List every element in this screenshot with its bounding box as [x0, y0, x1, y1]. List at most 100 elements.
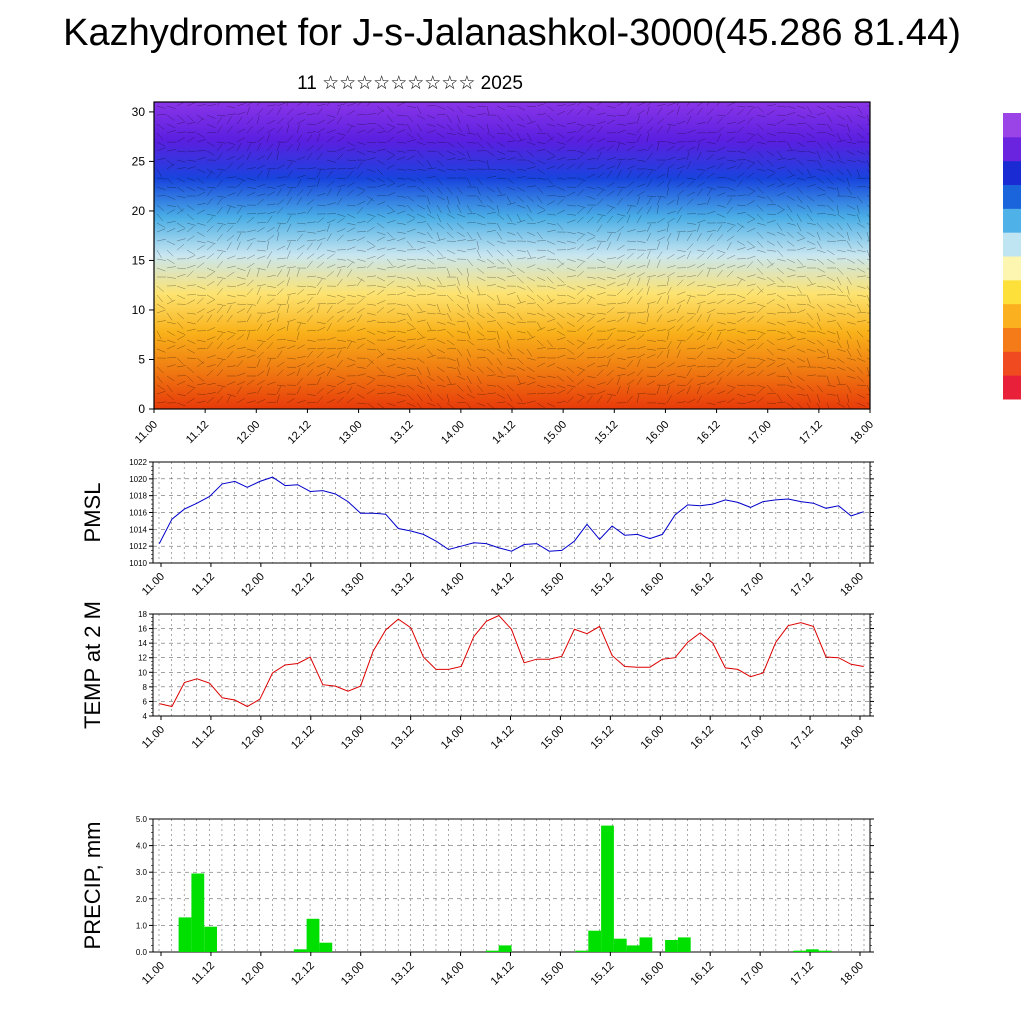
x-tick-label: 12.00: [234, 419, 262, 447]
x-tick-label: 18.00: [838, 960, 866, 988]
wind-barbs: [156, 102, 870, 409]
y-tick-label: 1016: [129, 509, 147, 518]
y-tick-label: 10: [132, 303, 146, 317]
x-tick-label: 15.00: [539, 724, 567, 752]
x-tick-label: 14.00: [439, 960, 467, 988]
x-tick-label: 15.12: [592, 419, 620, 447]
x-tick-label: 17.12: [797, 419, 825, 447]
x-tick-label: 15.12: [589, 571, 617, 599]
colorbar-swatch: [1003, 184, 1021, 209]
y-tick-label: 1022: [129, 458, 147, 467]
y-tick-label: 1012: [129, 542, 147, 551]
x-tick-label: 11.00: [140, 724, 167, 751]
colorbar-swatch: [1003, 303, 1021, 328]
x-tick-label: 14.12: [489, 724, 517, 752]
bar: [793, 950, 806, 952]
x-tick-label: 18.00: [838, 571, 866, 599]
x-tick-label: 18.00: [848, 419, 876, 447]
y-tick-label: 5.0: [136, 815, 148, 824]
y-axis-label: PRECIP, mm: [80, 822, 105, 950]
chart-subtitle: 11 ☆☆☆☆☆☆☆☆☆ 2025: [297, 73, 523, 94]
y-tick-label: 14: [138, 639, 147, 648]
panel-frame: [152, 613, 871, 717]
bar: [677, 937, 691, 952]
bar: [498, 945, 512, 952]
x-tick-label: 16.12: [688, 571, 716, 599]
x-tick-label: 12.12: [289, 571, 317, 599]
y-tick-label: 1014: [129, 525, 147, 534]
bar: [306, 918, 320, 953]
bar: [293, 949, 307, 952]
x-tick-label: 17.12: [788, 571, 816, 599]
x-tick-label: 17.00: [746, 419, 774, 447]
bar: [639, 937, 653, 952]
x-tick-label: 14.12: [490, 419, 518, 447]
x-tick-label: 17.12: [788, 724, 816, 752]
x-tick-label: 12.00: [239, 724, 267, 752]
x-tick-label: 11.12: [190, 960, 217, 987]
y-tick-label: 20: [132, 204, 146, 218]
x-tick-label: 13.00: [339, 571, 367, 599]
x-tick-label: 15.00: [539, 960, 567, 988]
bar: [178, 917, 192, 952]
panel-frame: [152, 461, 871, 564]
x-tick-label: 14.12: [489, 571, 517, 599]
x-tick-label: 11.00: [140, 960, 167, 987]
x-tick-label: 13.00: [339, 960, 367, 988]
x-tick-label: 12.12: [286, 419, 314, 447]
x-tick-label: 17.00: [738, 724, 766, 752]
x-tick-label: 13.12: [388, 419, 416, 447]
y-tick-label: 6: [143, 697, 148, 706]
x-tick-label: 16.00: [638, 571, 666, 599]
x-tick-label: 11.12: [190, 571, 217, 598]
y-tick-label: 1010: [129, 559, 147, 568]
page-title: Kazhydromet for J-s-Jalanashkol-3000(45.…: [63, 12, 961, 54]
bar: [818, 950, 832, 952]
x-tick-label: 12.00: [239, 571, 267, 599]
x-tick-label: 14.00: [439, 571, 467, 599]
colorbar-swatch: [1003, 232, 1021, 257]
y-tick-label: 0.0: [136, 948, 148, 957]
heatmap-field: [154, 102, 870, 409]
bar: [191, 873, 205, 952]
x-tick-label: 14.00: [439, 419, 467, 447]
y-tick-label: 18: [138, 610, 147, 619]
x-tick-label: 17.00: [738, 571, 766, 599]
y-tick-label: 16: [138, 625, 147, 634]
bar: [806, 949, 819, 952]
colorbar-swatch: [1003, 136, 1021, 162]
x-tick-label: 18.00: [838, 724, 866, 752]
y-tick-label: 4: [143, 712, 148, 721]
colorbar-swatch: [1003, 327, 1021, 352]
x-tick-label: 16.12: [688, 724, 716, 752]
x-tick-label: 12.12: [289, 960, 317, 988]
y-tick-label: 30: [132, 105, 146, 119]
x-tick-label: 11.00: [133, 419, 160, 446]
y-tick-label: 15: [132, 253, 146, 267]
x-tick-label: 14.12: [489, 960, 517, 988]
y-axis-label: PMSL: [80, 483, 105, 543]
x-tick-label: 16.00: [638, 724, 666, 752]
x-tick-label: 15.12: [589, 960, 617, 988]
colorbar-swatch: [1003, 279, 1021, 305]
x-tick-label: 13.12: [389, 960, 417, 988]
y-tick-label: 12: [138, 654, 147, 663]
bar: [613, 938, 627, 952]
y-tick-label: 10: [138, 668, 147, 677]
y-tick-label: 0: [138, 402, 145, 416]
bar: [485, 950, 499, 952]
x-tick-label: 11.12: [184, 419, 211, 446]
x-tick-label: 15.00: [539, 571, 567, 599]
x-tick-label: 15.12: [589, 724, 617, 752]
y-tick-label: 2.0: [136, 895, 148, 904]
bar: [575, 950, 589, 952]
bar: [601, 825, 614, 952]
colorbar-swatch: [1003, 351, 1021, 376]
x-tick-label: 13.12: [389, 724, 417, 752]
x-tick-label: 16.12: [695, 419, 723, 447]
colorbar-swatch: [1003, 113, 1021, 138]
y-axis-label: TEMP at 2 M: [80, 601, 105, 729]
y-tick-label: 1018: [129, 492, 147, 501]
x-tick-label: 12.00: [239, 960, 267, 988]
x-tick-label: 11.12: [190, 724, 217, 751]
